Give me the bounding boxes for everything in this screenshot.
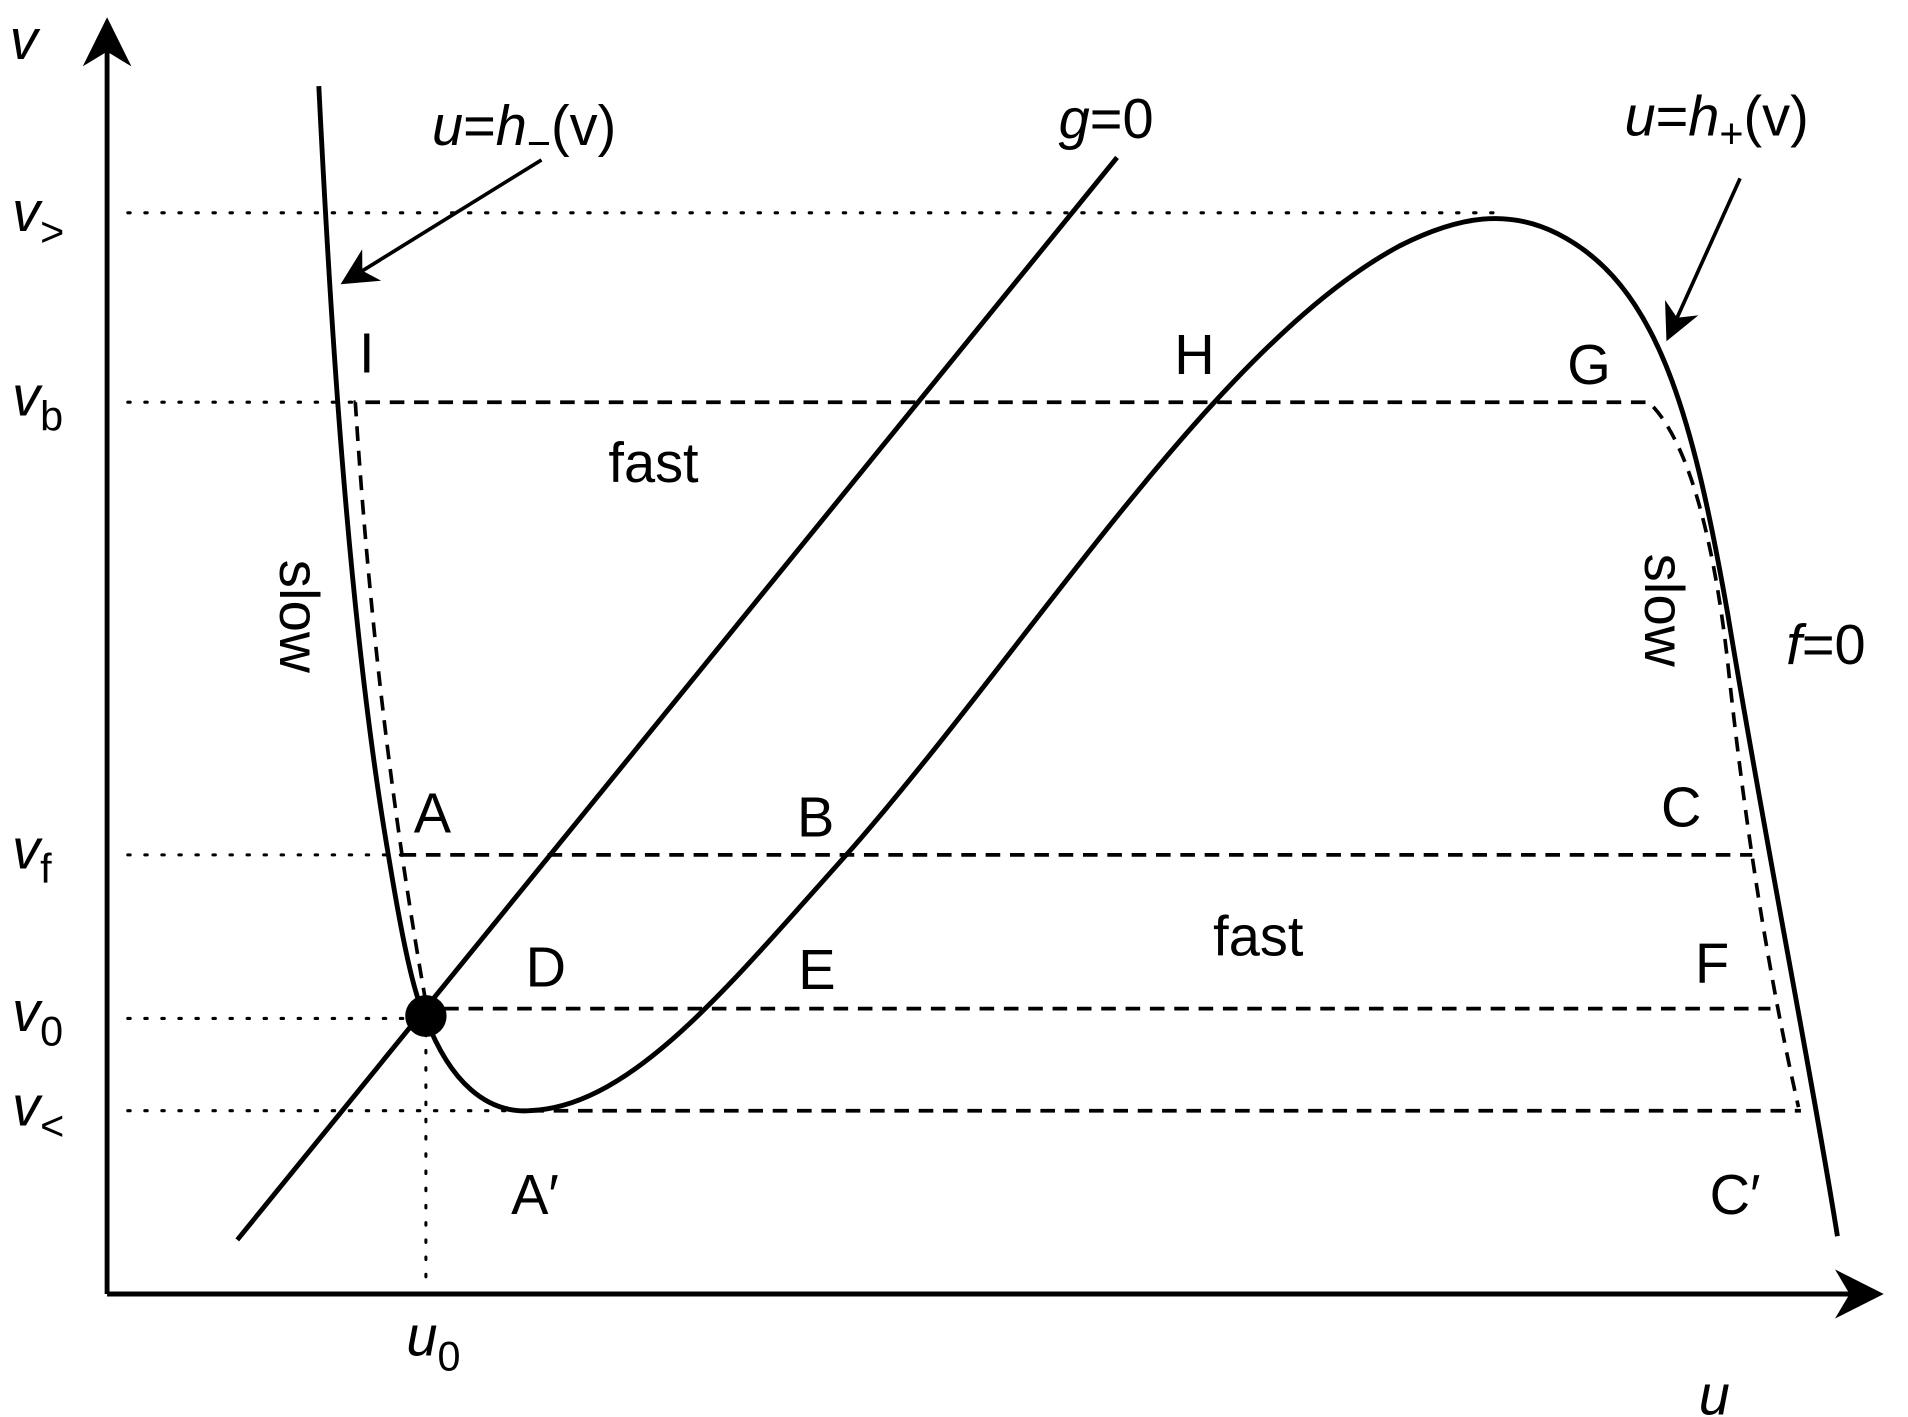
axis-label: u [1699, 1363, 1730, 1417]
point-label: A′ [511, 1163, 559, 1226]
trajectories [353, 400, 1801, 1113]
axis-label: v [10, 8, 41, 71]
point-label: B [797, 785, 834, 848]
level-label: v> [12, 180, 64, 255]
level-label: vf [12, 817, 52, 892]
point-label: D [526, 935, 566, 998]
point-label: C [1661, 775, 1701, 838]
level-label: u0 [406, 1304, 460, 1379]
point-label: A [414, 781, 452, 844]
point-label: G [1567, 332, 1611, 395]
g-nullcline [235, 155, 1119, 1242]
point-label: H [1174, 323, 1214, 386]
region-label: slow [1633, 554, 1696, 668]
pointer-arrow [1665, 177, 1742, 342]
level-label: vb [12, 364, 63, 439]
curve-label: f=0 [1786, 613, 1865, 676]
region-label: fast [1213, 904, 1304, 967]
level-label: v< [12, 1074, 64, 1149]
point-label: C′ [1710, 1163, 1761, 1226]
pointer-arrow [340, 158, 543, 285]
curve-label: u=h+(v) [1624, 84, 1808, 157]
f-nullcline [316, 85, 1840, 1237]
curve-label: u=h−(v) [432, 94, 616, 167]
guide-lines [126, 211, 1505, 1294]
point-label: E [798, 938, 835, 1001]
region-label: fast [608, 431, 699, 494]
region-label: slow [268, 560, 331, 674]
point-label: I [359, 321, 375, 384]
level-label: v0 [12, 979, 63, 1054]
point-label: F [1695, 932, 1729, 995]
curve-label: g=0 [1059, 86, 1154, 149]
equilibrium-point [405, 995, 447, 1037]
